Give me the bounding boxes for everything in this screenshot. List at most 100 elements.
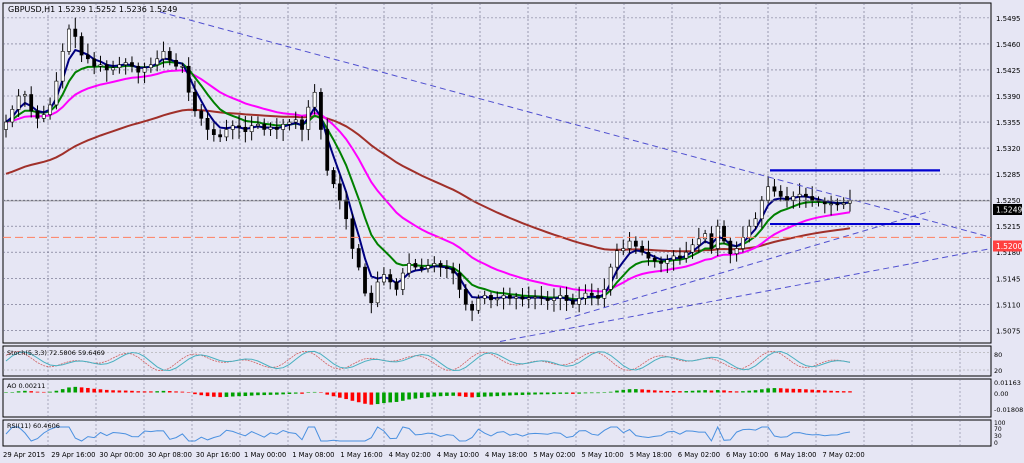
y-tick-label: 1.5215 [996, 223, 1021, 231]
ao-bar [382, 392, 386, 404]
ao-bar [117, 390, 122, 393]
ma-slow-line [5, 69, 851, 293]
ao-bar [193, 392, 197, 395]
ao-bar [300, 392, 304, 394]
ao-bar [697, 390, 701, 393]
ao-bar [111, 390, 115, 393]
ao-bar [571, 392, 575, 394]
ao-bar [665, 390, 670, 393]
candle-body [104, 64, 109, 71]
candle-body [640, 245, 645, 253]
candlesticks [4, 17, 852, 322]
ao-bar [804, 389, 808, 393]
ao-tick-top: 0.01163 [994, 379, 1021, 387]
candle-body [413, 263, 418, 268]
candle-body [243, 126, 248, 133]
rsi-line [5, 425, 851, 442]
candle-body [753, 218, 758, 227]
candle-body [375, 281, 380, 304]
y-tick-label: 1.5145 [996, 275, 1021, 283]
ao-histogram [4, 386, 852, 405]
current-price-tag [993, 204, 1022, 215]
candle-body [457, 272, 462, 290]
ao-bar [149, 391, 153, 393]
ao-bar [98, 389, 103, 393]
candle-body [10, 109, 15, 123]
candle-body [98, 64, 103, 67]
ao-bar [741, 391, 745, 393]
candle-body [237, 125, 241, 128]
ao-bar [136, 391, 141, 393]
ao-bar [476, 392, 481, 398]
y-tick-label: 1.5355 [996, 119, 1021, 127]
ao-bar [401, 392, 405, 401]
candle-body [482, 295, 487, 299]
x-tick-label: 4 May 10:00 [437, 451, 479, 459]
ao-bar [199, 392, 204, 396]
candle-body [16, 95, 21, 110]
candle-body [186, 65, 191, 93]
candle-body [67, 28, 71, 52]
ao-bar [4, 392, 8, 393]
ao-bar [230, 392, 235, 397]
candle-body [627, 240, 632, 249]
y-tick-label: 1.5180 [996, 249, 1021, 257]
ao-bar [652, 390, 657, 393]
ao-panel [2, 378, 992, 418]
candle-body [193, 91, 197, 112]
ao-bar [29, 391, 33, 393]
candle-body [728, 240, 733, 255]
ao-bar [608, 391, 613, 393]
candle-body [470, 304, 474, 311]
ao-bar [212, 392, 216, 397]
y-tick-label: 1.5110 [996, 301, 1021, 309]
ao-bar [344, 392, 348, 400]
ao-bar [835, 391, 840, 393]
ao-bar [457, 392, 462, 397]
candle-body [319, 91, 323, 130]
candle-body [325, 129, 330, 171]
ao-bar [155, 391, 159, 393]
ao-bar [306, 392, 311, 393]
candle-body [558, 295, 563, 299]
candle-body [92, 58, 97, 67]
candle-body [382, 274, 386, 283]
candle-body [350, 218, 355, 249]
candle-body [552, 298, 556, 301]
ao-bar [413, 392, 418, 399]
ao-bar [848, 391, 852, 393]
ao-bar [615, 390, 619, 393]
ao-bar [526, 392, 531, 395]
ao-bar [237, 392, 241, 397]
candle-body [766, 186, 771, 201]
ao-bar [48, 391, 52, 393]
ao-bar [60, 389, 65, 393]
candle-body [835, 203, 840, 206]
price-axis: 1.5495 1.5460 1.5425 1.5390 1.5355 1.5320 1.52… [996, 15, 1021, 335]
x-tick-label: 7 May 02:00 [822, 451, 864, 459]
ao-bar [539, 392, 544, 395]
stoch-panel [2, 345, 992, 377]
stoch-tick-80: 80 [994, 351, 1002, 359]
stoch-grid [47, 346, 961, 376]
candle-body [394, 281, 399, 290]
candle-body [256, 123, 260, 127]
candle-body [747, 225, 752, 238]
candle-body [646, 251, 651, 259]
ao-bar [634, 389, 638, 393]
ao-bar [54, 390, 59, 393]
ao-bar [123, 390, 128, 393]
y-tick-label: 1.5250 [996, 197, 1021, 205]
candle-body [136, 65, 141, 73]
candle-body [117, 64, 122, 69]
candle-body [526, 297, 531, 300]
y-tick-label: 1.5320 [996, 145, 1021, 153]
candle-body [791, 196, 796, 201]
candle-body [230, 125, 235, 130]
ao-bar [287, 392, 292, 394]
candle-body [41, 114, 46, 119]
stoch-signal-line [5, 350, 851, 372]
candle-body [369, 292, 374, 304]
candle-body [444, 266, 449, 269]
ao-bar [501, 392, 506, 396]
